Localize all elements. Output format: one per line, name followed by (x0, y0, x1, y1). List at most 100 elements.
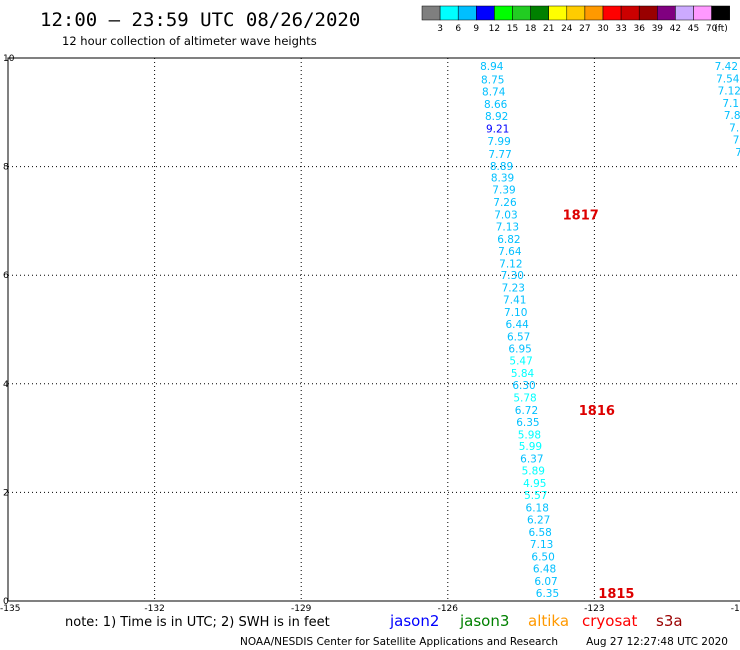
y-tick-label: 2 (3, 488, 9, 498)
colorbar-label: 36 (633, 24, 645, 34)
wave-height-label: 7.64 (498, 246, 522, 258)
wave-height-label: 6.27 (527, 515, 550, 527)
axis-ticks: -135 -132 -129 -126 -123 -120 0 2 4 6 8 10 (0, 54, 740, 614)
wave-height-label: 7.12 (718, 86, 740, 98)
pass-time-label: 1815 (598, 587, 634, 602)
mission-s3a: s3a (656, 612, 683, 630)
colorbar-swatch (620, 5, 640, 21)
wave-height-label: 7 (735, 147, 740, 159)
wave-height-label: 7.13 (496, 221, 519, 233)
time-labels: 1817 1816 1815 (563, 208, 635, 601)
plot-area: -135 -132 -129 -126 -123 -120 0 2 4 6 8 10 8.94 8.75… (0, 54, 740, 614)
wave-height-label: 8.74 (482, 87, 506, 99)
wave-height-label: 6.57 (507, 332, 530, 344)
wave-height-label: 8.94 (480, 61, 504, 73)
wave-height-label: 5.78 (513, 392, 536, 404)
colorbar-label: 39 (652, 24, 664, 34)
colorbar-swatch (512, 5, 531, 21)
wave-height-label: 5.84 (511, 368, 535, 380)
colorbar-label: 6 (455, 24, 461, 34)
pass-time-label: 1816 (579, 404, 615, 419)
wave-height-label: 7. (729, 123, 739, 135)
wave-height-label: 6.35 (536, 588, 559, 600)
colorbar-swatch (566, 5, 586, 21)
wave-height-label: 8.92 (485, 111, 508, 123)
wave-height-label: 8.75 (481, 75, 504, 87)
wave-height-label: 7.13 (530, 539, 553, 551)
colorbar-swatch (421, 5, 441, 21)
x-tick-label: -126 (438, 604, 459, 614)
mission-cryosat: cryosat (582, 612, 637, 630)
wave-height-label: 7.03 (494, 209, 517, 221)
colorbar-swatch (530, 5, 549, 21)
chart-footer: note: 1) Time is in UTC; 2) SWH is in fe… (65, 612, 728, 648)
wave-height-label: 7.8 (724, 110, 740, 122)
wave-height-label: 8.39 (491, 172, 514, 184)
footer-timestamp: Aug 27 12:27:48 UTC 2020 (586, 636, 728, 648)
wave-height-label: 6.35 (516, 417, 539, 429)
wave-height-label: 5.47 (509, 355, 532, 367)
wave-height-label: 8.66 (484, 99, 508, 111)
footer-note: note: 1) Time is in UTC; 2) SWH is in fe… (65, 615, 330, 630)
plot-frame (7, 57, 740, 602)
mission-legend: jason2 jason3 altika cryosat s3a (389, 612, 683, 630)
x-tick-label: -132 (144, 604, 164, 614)
chart-subtitle: 12 hour collection of altimeter wave hei… (62, 34, 317, 48)
wave-height-label: 4.95 (523, 478, 546, 490)
wave-height-label: 6.48 (533, 563, 556, 575)
wave-height-label: 7.42 (715, 61, 738, 73)
wave-height-label: 6.95 (508, 344, 531, 356)
wave-height-label: 7 (733, 134, 740, 146)
colorbar-swatch (548, 5, 568, 21)
colorbar-unit: (ft) (714, 24, 728, 34)
wave-height-label: 7.23 (502, 283, 525, 295)
wave-height-label: 6.50 (531, 551, 554, 563)
grid-lines (8, 58, 740, 601)
wave-height-label: 6.44 (505, 319, 529, 331)
wave-height-label: 6.82 (497, 234, 520, 246)
colorbar-swatch (693, 5, 712, 21)
x-tick-label: -120 (731, 604, 740, 614)
wave-height-label: 6.18 (526, 503, 549, 515)
colorbar-swatch (476, 5, 495, 21)
colorbar-label: 18 (525, 24, 537, 34)
colorbar-swatch (711, 5, 730, 21)
x-tick-label: -135 (0, 604, 20, 614)
colorbar-label: 70 (706, 24, 718, 34)
wave-height-label: 5.98 (518, 429, 541, 441)
mission-jason3: jason3 (459, 612, 509, 630)
wave-height-label: 7.99 (487, 136, 510, 148)
colorbar-swatch (657, 5, 676, 21)
colorbar-label: 33 (615, 24, 626, 34)
wave-height-label: 5.57 (524, 490, 547, 502)
wave-height-label: 6.30 (512, 380, 535, 392)
pass-time-label: 1817 (563, 208, 599, 223)
colorbar-label: 45 (688, 24, 699, 34)
wave-height-label: 8.89 (490, 161, 513, 173)
colorbar-label: 15 (507, 24, 518, 34)
y-tick-label: 6 (3, 271, 9, 281)
chart-title: 12:00 – 23:59 UTC 08/26/2020 (40, 9, 360, 31)
wave-height-label: 7.39 (492, 184, 515, 196)
colorbar: 3 6 9 12 15 18 21 24 27 30 33 36 39 42 45 70(ft) (421, 5, 730, 34)
y-tick-label: 8 (3, 163, 9, 173)
colorbar-swatch (457, 5, 477, 21)
wave-height-label: 6.58 (528, 527, 551, 539)
wave-height-label: 5.89 (522, 466, 545, 478)
wave-height-label: 7.54 (716, 74, 740, 86)
wave-height-label: 6.72 (515, 405, 538, 417)
wave-height-label: 7.12 (499, 258, 522, 270)
x-tick-label: -129 (291, 604, 312, 614)
colorbar-swatch (494, 5, 513, 21)
wave-height-label: 5.99 (519, 441, 542, 453)
wave-height-label: 7.10 (504, 307, 527, 319)
colorbar-label: 42 (670, 24, 681, 34)
colorbar-label: 9 (473, 24, 479, 34)
mission-jason2: jason2 (389, 612, 439, 630)
colorbar-swatch (675, 5, 694, 21)
wave-height-label: 7.1 (722, 98, 739, 110)
wave-height-track-edge: 7.427.547.127.17.87.77 (715, 61, 740, 159)
y-tick-label: 4 (3, 380, 9, 390)
wave-height-label: 6.37 (520, 454, 543, 466)
